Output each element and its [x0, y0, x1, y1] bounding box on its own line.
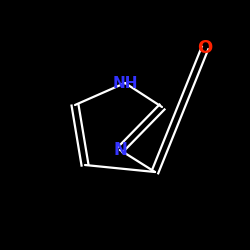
Text: N: N	[113, 141, 127, 159]
Text: O: O	[198, 39, 212, 57]
Text: NH: NH	[112, 76, 138, 90]
